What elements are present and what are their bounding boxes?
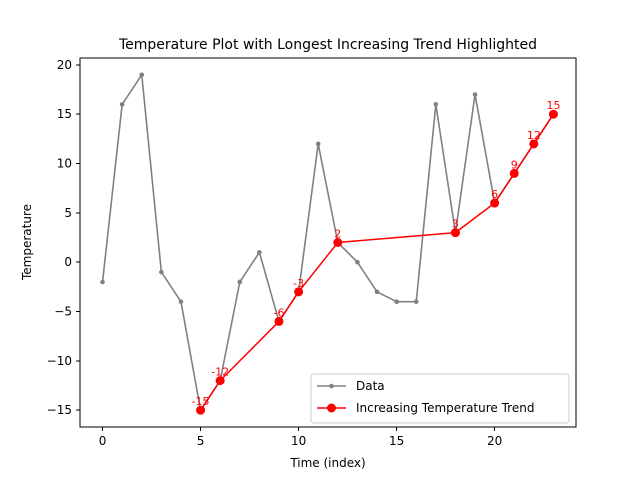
data-point — [237, 279, 243, 285]
data-series-line — [101, 73, 555, 412]
y-tick-label: 10 — [57, 157, 72, 171]
data-point — [159, 269, 164, 275]
data-point — [355, 259, 360, 265]
trend-series-line — [199, 113, 555, 411]
y-tick-label: −10 — [47, 354, 72, 368]
data-point — [100, 279, 105, 285]
axes-frame — [79, 57, 577, 428]
data-point — [472, 92, 478, 97]
data-point — [374, 289, 380, 295]
trend-point-label: 15 — [546, 99, 560, 112]
y-tick-label: 5 — [64, 206, 72, 220]
x-tick-label: 5 — [197, 434, 205, 448]
trend-point-label: -6 — [274, 306, 285, 319]
trend-point-label: 2 — [334, 228, 341, 241]
y-tick-label: 0 — [64, 255, 72, 269]
data-point — [394, 299, 399, 304]
x-tick-label: 0 — [99, 434, 107, 448]
trend-point-label: 3 — [452, 218, 459, 231]
legend-trend-label: Increasing Temperature Trend — [356, 401, 534, 415]
trend-point-label: -3 — [293, 277, 304, 290]
y-tick-label: −15 — [47, 403, 72, 417]
legend-frame — [310, 373, 570, 424]
y-axis-label: Temperature — [20, 204, 34, 281]
plot-area: 0 5 10 15 20 −15 −10 −5 0 5 10 15 20 -15 -12 -6 -3 2 3 6 9 12… — [47, 57, 577, 448]
trend-point — [490, 198, 500, 208]
trend-point — [450, 228, 460, 238]
trend-point — [215, 376, 225, 386]
trend-point-label: 6 — [491, 188, 498, 201]
trend-point — [196, 405, 206, 415]
trend-point-label: -15 — [192, 395, 210, 408]
data-point — [315, 141, 321, 147]
data-point — [139, 72, 145, 78]
trend-point-label: 12 — [527, 129, 541, 142]
chart-title: Temperature Plot with Longest Increasing… — [118, 37, 537, 53]
y-tick-label: −5 — [54, 305, 72, 319]
trend-point-label: -12 — [211, 366, 229, 379]
x-tick-label: 10 — [291, 434, 306, 448]
legend: Data Increasing Temperature Trend — [310, 373, 570, 424]
trend-point — [333, 238, 343, 247]
trend-point-label: 9 — [511, 158, 518, 171]
data-point — [178, 299, 184, 304]
trend-point — [274, 316, 284, 326]
data-point — [413, 299, 419, 304]
legend-trend-marker-icon — [327, 403, 336, 413]
legend-data-label: Data — [356, 379, 385, 393]
trend-point — [529, 139, 539, 149]
data-point — [433, 102, 439, 107]
legend-data-marker-icon — [329, 383, 334, 389]
trend-point — [548, 109, 558, 119]
data-point — [119, 102, 125, 107]
y-tick-label: 15 — [57, 107, 72, 121]
x-tick-label: 20 — [487, 434, 502, 448]
y-tick-label: 20 — [57, 58, 72, 72]
trend-point — [509, 168, 519, 178]
trend-point — [294, 287, 304, 297]
x-axis-label: Time (index) — [289, 456, 365, 470]
x-tick-label: 15 — [389, 434, 404, 448]
data-point — [257, 250, 262, 255]
